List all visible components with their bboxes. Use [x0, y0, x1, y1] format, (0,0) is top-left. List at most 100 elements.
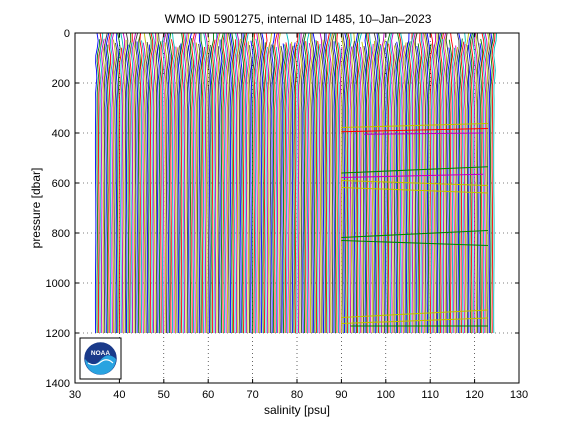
profile-line	[436, 32, 441, 333]
profile-line	[120, 32, 124, 334]
profile-line	[238, 32, 243, 334]
profile-line	[111, 32, 115, 333]
profile-line	[365, 32, 369, 333]
profile-line	[293, 45, 297, 334]
profile-line	[163, 32, 167, 334]
profile-line	[172, 32, 176, 333]
profile-line	[388, 43, 392, 333]
profile-line	[198, 32, 202, 333]
profile-line	[448, 39, 452, 333]
profile-line	[191, 32, 196, 333]
profile-line	[315, 41, 320, 334]
y-tick-label: 800	[52, 228, 70, 240]
profile-line	[237, 38, 241, 333]
profile-line	[311, 32, 315, 333]
profile-line	[140, 40, 145, 334]
profile-line	[478, 43, 482, 333]
profile-line	[243, 32, 248, 334]
profile-line	[105, 32, 110, 333]
profile-line	[291, 42, 296, 333]
profile-line	[260, 32, 265, 334]
profile-line	[367, 32, 371, 333]
profile-line	[463, 43, 466, 333]
profile-line	[148, 32, 152, 333]
profile-line	[161, 32, 166, 333]
profile-line	[179, 32, 184, 333]
profile-line	[432, 32, 437, 333]
profile-line	[188, 32, 192, 333]
profile-line	[439, 32, 444, 333]
profile-line	[451, 47, 455, 333]
profile-line	[290, 45, 294, 333]
anomaly-segment	[341, 229, 488, 239]
profile-line	[427, 43, 432, 334]
y-tick-label: 1400	[46, 378, 70, 390]
profile-line	[373, 32, 377, 334]
profile-line	[334, 32, 338, 334]
profile-line	[271, 32, 276, 333]
anomaly-segment	[341, 239, 488, 247]
profile-line	[234, 32, 238, 334]
profile-line	[214, 32, 219, 334]
profile-line	[247, 41, 251, 333]
profile-line	[493, 32, 498, 334]
profile-line	[126, 44, 129, 333]
profile-line	[99, 32, 104, 334]
profile-line	[275, 46, 279, 333]
profile-line	[109, 32, 113, 333]
profile-line	[383, 47, 387, 334]
profile-line	[166, 32, 170, 333]
profile-line	[209, 46, 213, 333]
x-tick-label: 60	[202, 389, 214, 401]
profile-line	[339, 46, 343, 334]
profile-line	[352, 40, 356, 333]
profile-line	[300, 32, 305, 334]
anomaly-segment	[341, 317, 488, 325]
y-tick-label: 1200	[46, 328, 70, 340]
profile-line	[185, 32, 190, 333]
profile-line	[121, 32, 126, 334]
profile-line	[132, 32, 137, 333]
profile-line	[433, 32, 438, 334]
profile-line	[380, 32, 385, 334]
profile-line	[475, 32, 479, 334]
profile-line	[345, 32, 349, 334]
profile-line	[487, 32, 491, 333]
profile-line	[479, 38, 484, 334]
profile-line	[312, 32, 316, 334]
profile-line	[394, 43, 398, 333]
anomaly-segment	[341, 127, 488, 133]
profile-line	[456, 32, 460, 333]
profile-line	[485, 32, 490, 333]
profile-line	[469, 32, 474, 333]
profile-line	[318, 32, 323, 334]
profile-line	[343, 32, 347, 333]
profile-line	[229, 32, 234, 333]
x-tick-label: 30	[69, 389, 81, 401]
profile-line	[158, 41, 162, 334]
profile-line	[180, 32, 185, 334]
x-tick-label: 70	[246, 389, 258, 401]
profile-line	[176, 45, 180, 334]
profile-line	[465, 32, 470, 333]
x-tick-label: 40	[113, 389, 125, 401]
profile-line	[201, 46, 205, 334]
profile-line	[265, 47, 268, 333]
profile-line	[395, 41, 399, 334]
profile-line	[263, 32, 268, 334]
profile-line	[231, 32, 235, 333]
profile-line	[299, 44, 302, 334]
profile-line	[268, 32, 273, 333]
profile-line	[142, 42, 146, 334]
anomaly-segment	[341, 166, 488, 174]
profile-line	[348, 32, 352, 333]
profile-line	[155, 32, 160, 333]
profile-line	[444, 32, 448, 333]
profile-line	[195, 42, 199, 334]
profile-line	[257, 32, 262, 334]
profile-line	[146, 44, 151, 333]
profile-line	[204, 32, 209, 334]
profile-line	[325, 32, 330, 333]
profile-line	[322, 32, 327, 333]
